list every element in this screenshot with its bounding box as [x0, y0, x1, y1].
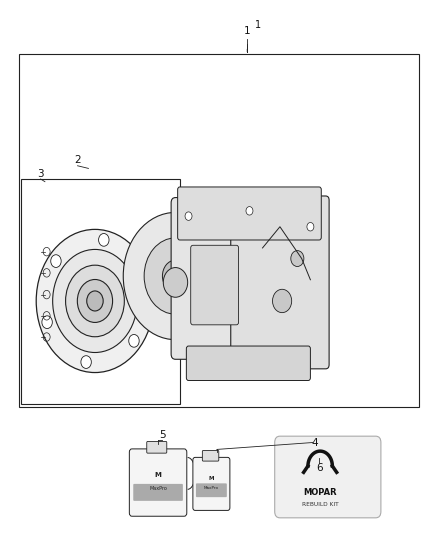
- Text: M: M: [208, 475, 214, 481]
- FancyBboxPatch shape: [202, 450, 219, 461]
- Circle shape: [66, 265, 124, 337]
- Text: 6: 6: [316, 463, 322, 473]
- Circle shape: [87, 291, 103, 311]
- Circle shape: [307, 222, 314, 231]
- FancyBboxPatch shape: [129, 449, 187, 516]
- Circle shape: [99, 233, 109, 246]
- Circle shape: [144, 238, 207, 314]
- Circle shape: [36, 229, 154, 373]
- FancyBboxPatch shape: [186, 346, 311, 381]
- Circle shape: [129, 335, 139, 347]
- Circle shape: [81, 356, 92, 368]
- FancyBboxPatch shape: [193, 457, 230, 511]
- Circle shape: [53, 249, 137, 352]
- Circle shape: [123, 213, 228, 340]
- FancyBboxPatch shape: [191, 245, 239, 325]
- Circle shape: [42, 316, 52, 328]
- Text: M: M: [155, 472, 162, 478]
- Text: MaxPro: MaxPro: [149, 486, 167, 491]
- FancyBboxPatch shape: [231, 196, 329, 369]
- FancyBboxPatch shape: [19, 54, 419, 407]
- Text: 3: 3: [37, 169, 44, 179]
- Text: 1: 1: [255, 20, 261, 30]
- Circle shape: [138, 273, 148, 286]
- Circle shape: [78, 279, 113, 322]
- Circle shape: [291, 251, 304, 266]
- Text: MaxPro: MaxPro: [204, 486, 219, 490]
- Circle shape: [162, 260, 188, 292]
- FancyBboxPatch shape: [178, 187, 321, 240]
- FancyBboxPatch shape: [133, 484, 183, 501]
- Circle shape: [51, 255, 61, 268]
- Circle shape: [163, 268, 187, 297]
- FancyBboxPatch shape: [196, 483, 227, 497]
- Circle shape: [246, 207, 253, 215]
- Text: REBUILD KIT: REBUILD KIT: [302, 502, 339, 507]
- FancyBboxPatch shape: [21, 179, 180, 405]
- Circle shape: [185, 212, 192, 220]
- Circle shape: [272, 289, 292, 313]
- FancyBboxPatch shape: [147, 441, 167, 453]
- FancyBboxPatch shape: [275, 436, 381, 518]
- Text: 2: 2: [74, 156, 81, 165]
- Text: 1: 1: [244, 26, 251, 36]
- Text: MOPAR: MOPAR: [304, 488, 337, 497]
- Text: 5: 5: [159, 430, 166, 440]
- FancyBboxPatch shape: [171, 198, 276, 359]
- Text: 4: 4: [311, 438, 318, 448]
